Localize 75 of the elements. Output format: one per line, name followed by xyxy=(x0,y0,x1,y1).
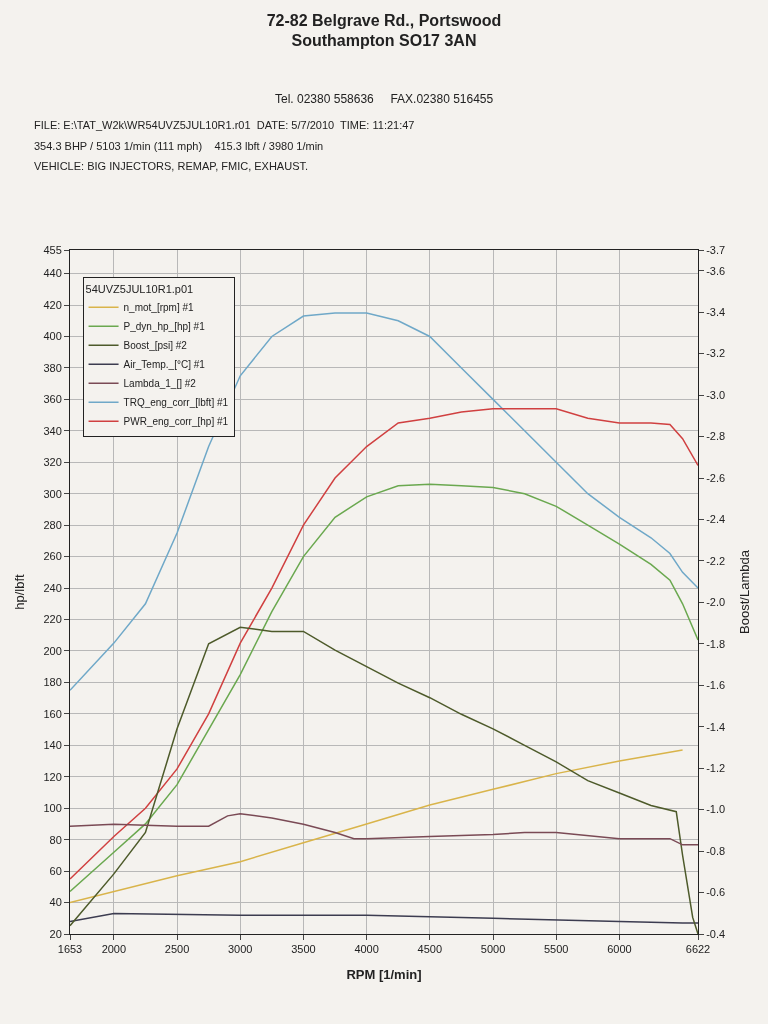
y2-tick-label: -2.8 xyxy=(706,430,726,443)
y-tick-label: 300 xyxy=(43,487,62,500)
x-tick-label: 4500 xyxy=(417,943,443,956)
text: 354.3 BHP / 5103 1/min (111 mph) 415.3 lbft / 3980 1/min xyxy=(34,140,324,152)
y-tick-label: 400 xyxy=(43,330,62,343)
x-tick-label: 4000 xyxy=(354,943,379,956)
chart-subtitle: Tel. 02380 558636 FAX.02380 516455 xyxy=(275,92,494,106)
legend-label: Air_Temp._[°C] #1 xyxy=(123,359,206,371)
y-tick-label: 380 xyxy=(43,361,62,374)
y2-tick-label: -0.4 xyxy=(706,927,726,940)
line-series xyxy=(70,626,698,934)
y-tick-label: 240 xyxy=(43,581,62,594)
y-tick-label: 160 xyxy=(43,707,62,720)
y-tick-label: 20 xyxy=(49,927,62,940)
legend-label: n_mot_[rpm] #1 xyxy=(123,302,195,314)
y2-tick-label: -3.6 xyxy=(706,264,726,277)
line-series xyxy=(70,813,698,846)
x-tick-label: 6622 xyxy=(685,943,711,956)
x-tick-label: 1653 xyxy=(57,943,83,956)
y2-tick-label: -2.6 xyxy=(706,471,726,484)
y-tick-label: 455 xyxy=(43,243,62,256)
x-axis-title: RPM [1/min] xyxy=(346,966,422,982)
y2-tick-label: -1.0 xyxy=(706,803,726,816)
x-tick-label: 2000 xyxy=(101,943,127,956)
legend-label: Boost_[psi] #2 xyxy=(123,340,188,352)
x-tick-label: 5500 xyxy=(543,943,569,956)
y-tick-label: 200 xyxy=(43,644,62,657)
line-series xyxy=(70,749,684,904)
y2-tick-label: -3.0 xyxy=(706,388,726,401)
y-tick-label: 360 xyxy=(43,393,62,406)
y2-axis-title: Boost/Lambda xyxy=(736,549,752,634)
x-tick-label: 2500 xyxy=(164,943,190,956)
y2-tick-label: -3.2 xyxy=(706,347,726,360)
y2-tick-label: -2.2 xyxy=(706,554,726,567)
y-tick-label: 280 xyxy=(43,519,62,532)
y-tick-label: 320 xyxy=(43,456,62,469)
line-series xyxy=(70,912,698,924)
y-tick-label: 420 xyxy=(43,298,62,311)
y-tick-label: 440 xyxy=(43,267,62,280)
legend-label: P_dyn_hp_[hp] #1 xyxy=(123,321,206,333)
line-series xyxy=(70,483,698,893)
x-tick-label: 3500 xyxy=(291,943,316,956)
y2-tick-label: -1.2 xyxy=(706,762,726,775)
y2-tick-label: -3.4 xyxy=(706,306,726,319)
text: FILE: E:\TAT_W2k\WR54UVZ5JUL10R1.r01 DATE: 5/7/2010 TIME: 11:21:47 xyxy=(34,119,415,131)
y-tick-label: 260 xyxy=(43,550,62,563)
y2-tick-label: -0.6 xyxy=(706,886,726,899)
y2-tick-label: -0.8 xyxy=(706,844,726,857)
y-tick-label: 140 xyxy=(43,739,62,752)
x-tick-label: 5000 xyxy=(480,943,506,956)
legend-label: PWR_eng_corr_[hp] #1 xyxy=(123,416,229,428)
y-tick-label: 220 xyxy=(43,613,62,626)
legend-title: 54UVZ5JUL10R1.p01 xyxy=(85,282,194,295)
y2-tick-label: -3.7 xyxy=(706,243,726,256)
y2-tick-label: -1.4 xyxy=(706,720,726,733)
y-tick-label: 120 xyxy=(43,770,62,783)
x-tick-label: 3000 xyxy=(228,943,253,956)
legend-label: TRQ_eng_corr_[lbft] #1 xyxy=(123,397,229,409)
y2-tick-label: -2.4 xyxy=(706,513,726,526)
y-tick-label: 60 xyxy=(49,864,62,877)
line-series xyxy=(70,312,698,692)
y-axis-title: hp/lbft xyxy=(12,573,28,610)
legend-label: Lambda_1_[] #2 xyxy=(123,378,197,390)
y-tick-label: 180 xyxy=(43,676,62,689)
y2-tick-label: -1.8 xyxy=(706,637,726,650)
y-tick-label: 340 xyxy=(43,424,62,437)
chart-title: 72-82 Belgrave Rd., Portswood Southampton SO17 3AN xyxy=(266,11,502,50)
y-tick-label: 40 xyxy=(49,896,62,909)
y2-tick-label: -2.0 xyxy=(706,596,726,609)
text: VEHICLE: BIG INJECTORS, REMAP, FMIC, EXHAUST. xyxy=(34,160,309,172)
y-tick-label: 80 xyxy=(49,833,62,846)
x-tick-label: 6000 xyxy=(607,943,632,956)
y-tick-label: 100 xyxy=(43,802,62,815)
y2-tick-label: -1.6 xyxy=(706,679,726,692)
line-series xyxy=(70,408,698,880)
